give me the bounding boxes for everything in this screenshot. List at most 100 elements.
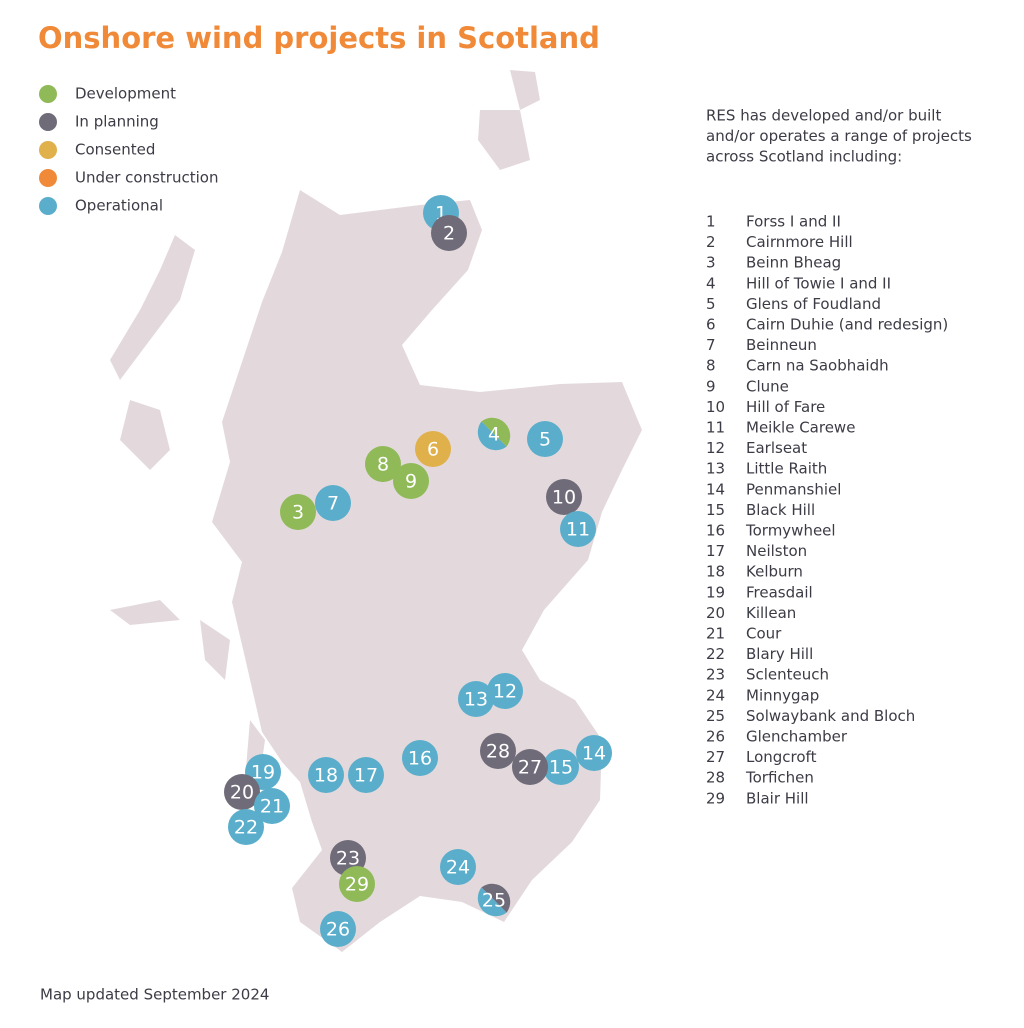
project-name: Glens of Foudland xyxy=(746,295,881,313)
marker-half xyxy=(477,887,507,917)
marker-number: 18 xyxy=(314,765,338,787)
marker xyxy=(348,757,384,793)
intro-line: RES has developed and/or built xyxy=(706,107,941,125)
legend-swatch xyxy=(39,169,57,187)
marker xyxy=(393,463,429,499)
project-number: 4 xyxy=(706,274,716,292)
project-number: 17 xyxy=(706,542,725,560)
marker-half xyxy=(481,417,511,447)
marker xyxy=(487,673,523,709)
marker-number: 25 xyxy=(482,890,506,912)
marker-number: 5 xyxy=(539,429,551,451)
marker-number: 27 xyxy=(518,757,542,779)
marker-number: 29 xyxy=(345,874,369,896)
marker-number: 23 xyxy=(336,848,360,870)
project-name: Solwaybank and Bloch xyxy=(746,707,915,725)
project-number: 19 xyxy=(706,583,725,601)
project-list: 1 Forss I and II 2 Cairnmore Hill 3 Beinn Bhe… xyxy=(706,213,948,808)
project-name: Killean xyxy=(746,604,796,622)
project-name: Carn na Saobhaidh xyxy=(746,357,889,375)
project-number: 7 xyxy=(706,336,716,354)
marker xyxy=(560,511,596,547)
marker-number: 17 xyxy=(354,765,378,787)
marker-number: 4 xyxy=(488,424,500,446)
marker xyxy=(315,485,351,521)
intro-line: and/or operates a range of projects xyxy=(706,127,972,145)
marker xyxy=(320,911,356,947)
project-number: 22 xyxy=(706,645,725,663)
marker-number: 2 xyxy=(443,223,455,245)
project-number: 21 xyxy=(706,625,725,643)
project-name: Neilston xyxy=(746,542,807,560)
marker xyxy=(228,809,264,845)
marker xyxy=(365,446,401,482)
marker-number: 26 xyxy=(326,919,350,941)
marker xyxy=(480,733,516,769)
project-number: 28 xyxy=(706,769,725,787)
legend-label: Consented xyxy=(75,141,155,159)
marker-number: 24 xyxy=(446,857,470,879)
marker-number: 13 xyxy=(464,689,488,711)
project-number: 2 xyxy=(706,233,716,251)
project-number: 5 xyxy=(706,295,716,313)
marker-number: 28 xyxy=(486,741,510,763)
marker-number: 9 xyxy=(405,471,417,493)
marker-number: 15 xyxy=(549,757,573,779)
project-name: Beinneun xyxy=(746,336,817,354)
project-name: Cour xyxy=(746,625,782,643)
marker xyxy=(543,749,579,785)
project-name: Cairn Duhie (and redesign) xyxy=(746,316,948,334)
legend-swatch xyxy=(39,141,57,159)
project-name: Torfichen xyxy=(745,769,814,787)
project-number: 23 xyxy=(706,666,725,684)
project-name: Little Raith xyxy=(746,460,827,478)
project-number: 14 xyxy=(706,480,725,498)
project-name: Beinn Bheag xyxy=(746,254,841,272)
project-name: Hill of Towie I and II xyxy=(746,274,891,292)
marker-number: 12 xyxy=(493,681,517,703)
project-name: Hill of Fare xyxy=(746,398,825,416)
marker-number: 7 xyxy=(327,493,339,515)
project-number: 10 xyxy=(706,398,725,416)
marker xyxy=(402,740,438,776)
marker-number: 19 xyxy=(251,762,275,784)
project-name: Meikle Carewe xyxy=(746,419,855,437)
project-number: 27 xyxy=(706,748,725,766)
marker xyxy=(440,849,476,885)
marker-number: 3 xyxy=(292,502,304,524)
project-number: 15 xyxy=(706,501,725,519)
legend-swatch xyxy=(39,113,57,131)
marker-number: 21 xyxy=(260,796,284,818)
marker xyxy=(280,494,316,530)
project-name: Freasdail xyxy=(746,583,813,601)
project-number: 20 xyxy=(706,604,725,622)
marker-number: 11 xyxy=(566,519,590,541)
marker xyxy=(576,735,612,771)
project-name: Black Hill xyxy=(746,501,815,519)
project-number: 9 xyxy=(706,377,716,395)
intro-line: across Scotland including: xyxy=(706,148,902,166)
legend-swatch xyxy=(39,85,57,103)
legend-swatch xyxy=(39,197,57,215)
project-number: 18 xyxy=(706,563,725,581)
footer: Map updated September 2024 xyxy=(40,986,269,1004)
marker xyxy=(224,774,260,810)
title: Onshore wind projects in Scotland xyxy=(38,21,600,55)
project-name: Glenchamber xyxy=(746,728,848,746)
marker xyxy=(415,431,451,467)
project-name: Blary Hill xyxy=(746,645,813,663)
marker-number: 22 xyxy=(234,817,258,839)
legend-label: Under construction xyxy=(75,169,218,187)
project-name: Sclenteuch xyxy=(746,666,829,684)
legend-label: In planning xyxy=(75,113,159,131)
legend-label: Development xyxy=(75,85,176,103)
project-number: 25 xyxy=(706,707,725,725)
marker-number: 6 xyxy=(427,439,439,461)
legend-label: Operational xyxy=(75,197,163,215)
project-name: Earlseat xyxy=(746,439,807,457)
marker xyxy=(308,757,344,793)
project-number: 11 xyxy=(706,419,725,437)
project-number: 8 xyxy=(706,357,716,375)
